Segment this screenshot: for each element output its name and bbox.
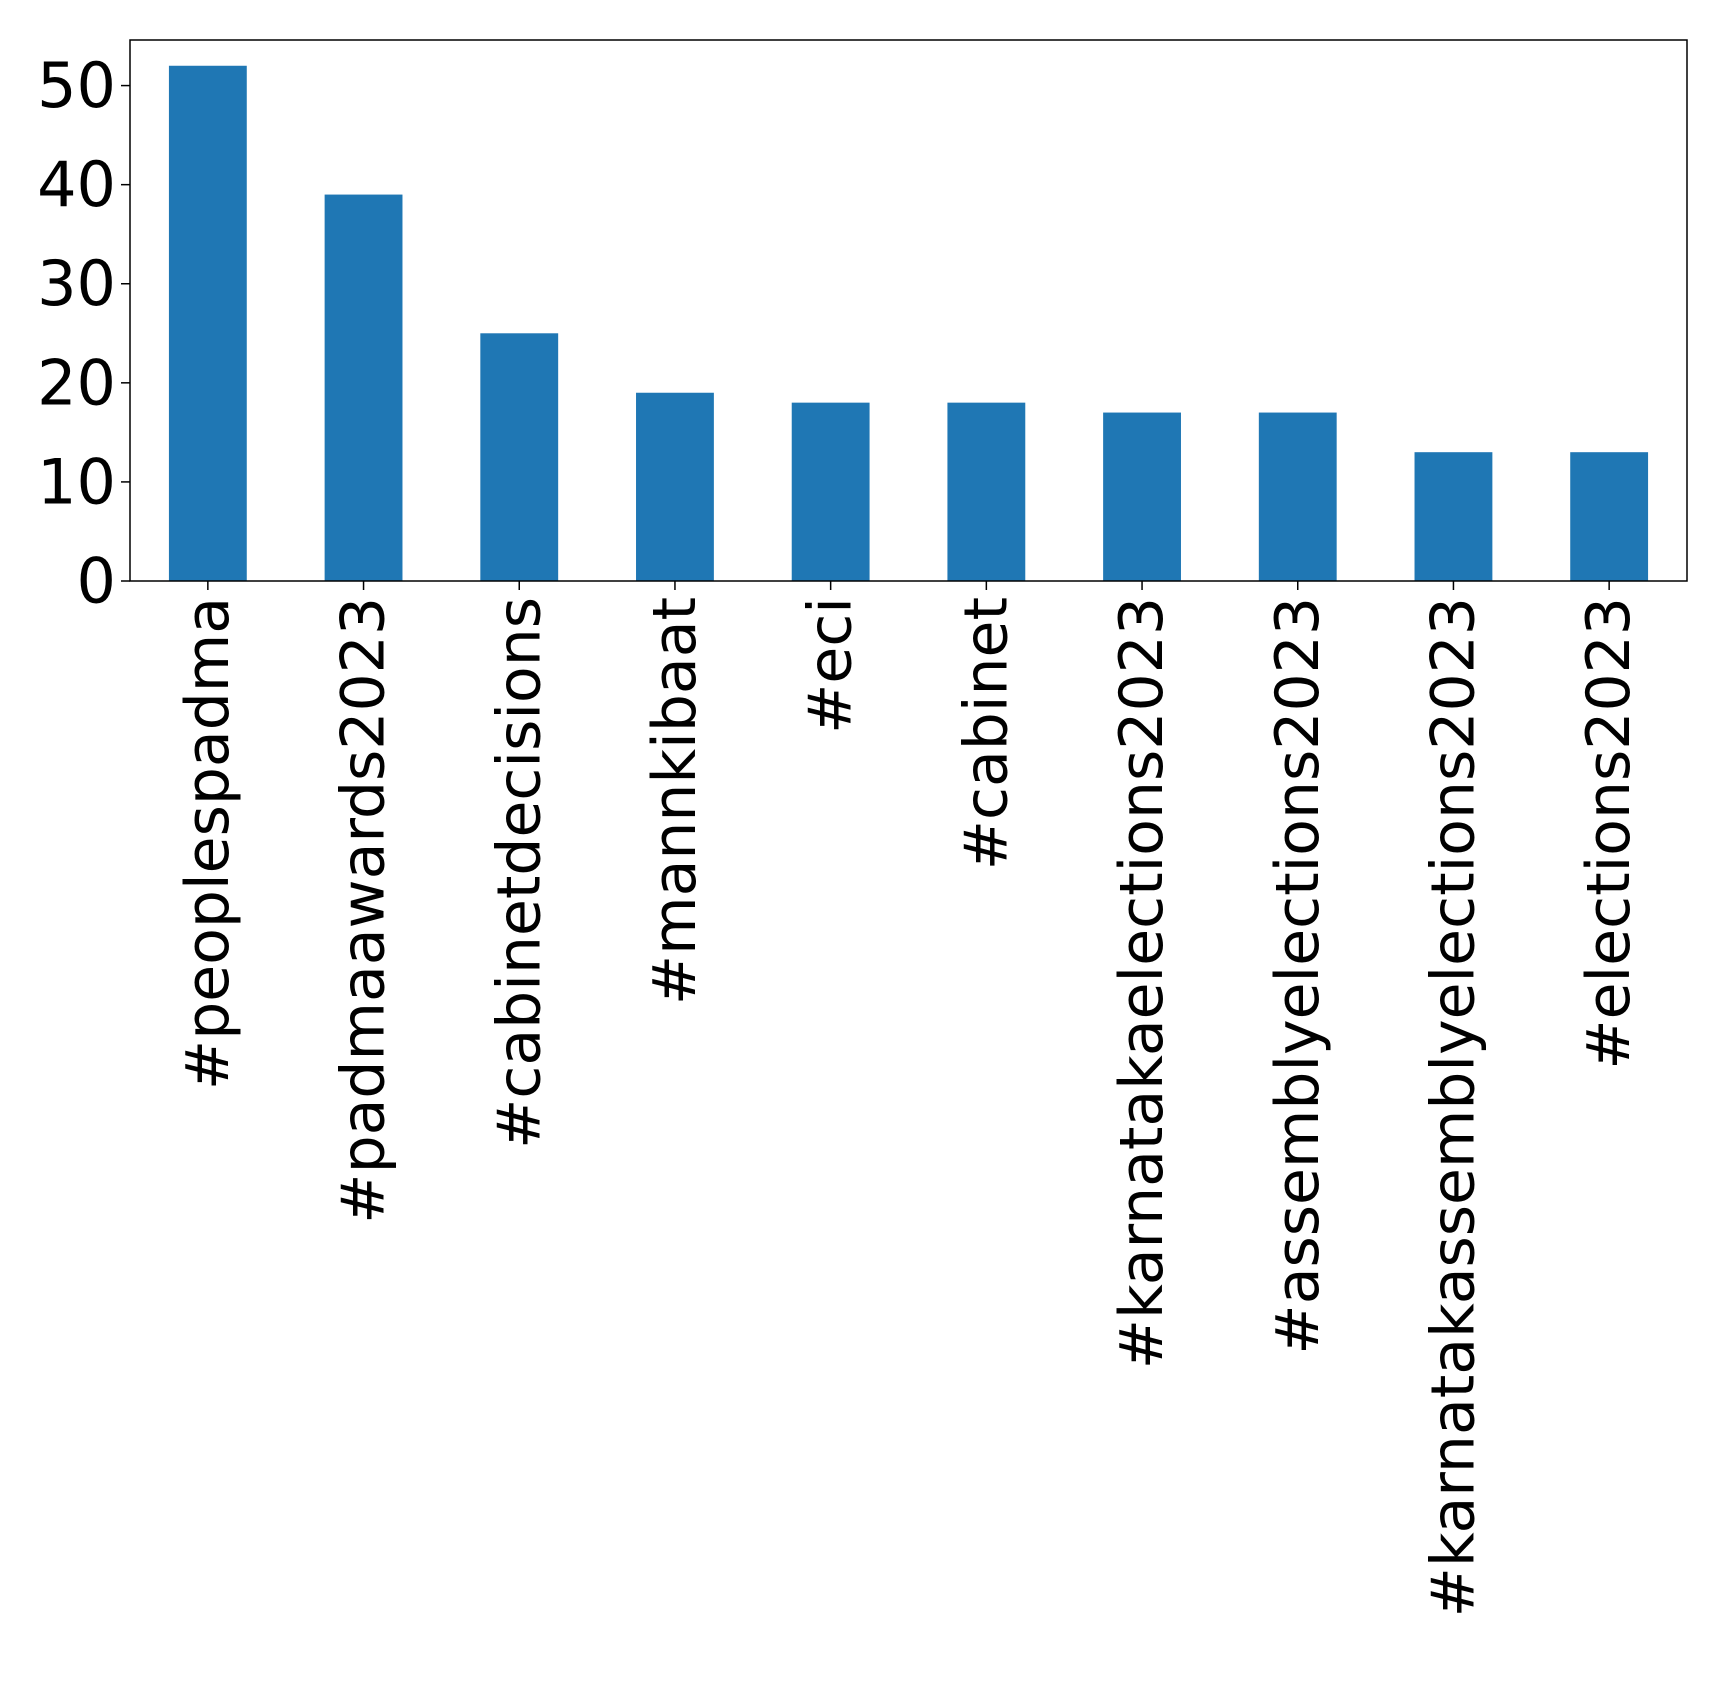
bar	[324, 194, 403, 582]
y-tick-label: 20	[37, 346, 116, 419]
bar	[1414, 452, 1493, 581]
x-tick-label: #assemblyelections2023	[1263, 597, 1333, 1355]
x-tick-label: #elections2023	[1574, 597, 1644, 1070]
axes-frame	[129, 39, 1688, 582]
bar	[947, 402, 1026, 581]
bar	[791, 402, 870, 581]
bar	[1103, 412, 1181, 581]
x-tick-label: #cabinetdecisions	[484, 597, 554, 1149]
bar	[168, 65, 247, 581]
x-tick-label: #peoplespadma	[173, 597, 243, 1090]
bars-group	[168, 65, 1649, 582]
bar	[636, 392, 714, 581]
x-tick-labels: #peoplespadma #padmaawards2023 #cabinetdec…	[173, 597, 1644, 1617]
y-tick-label: 30	[37, 247, 116, 320]
x-tick-label: #padmaawards2023	[329, 597, 399, 1224]
bar	[1258, 412, 1337, 581]
y-tick-label: 40	[37, 148, 116, 221]
y-tick-label: 50	[37, 49, 116, 122]
bar	[480, 333, 559, 581]
ticks-group	[121, 84, 1610, 590]
bar	[1570, 452, 1649, 581]
x-tick-label: #eci	[796, 597, 866, 734]
x-tick-label: #karnatakassemblyelections2023	[1418, 597, 1488, 1617]
x-tick-label: #cabinet	[951, 597, 1021, 870]
x-tick-label: #mannkibaat	[640, 597, 710, 1005]
y-tick-label: 10	[37, 445, 116, 518]
y-tick-label: 0	[77, 545, 116, 618]
y-tick-labels: 0 10 20 30 40 50	[37, 49, 116, 617]
x-tick-label: #karnatakaelections2023	[1107, 597, 1177, 1369]
